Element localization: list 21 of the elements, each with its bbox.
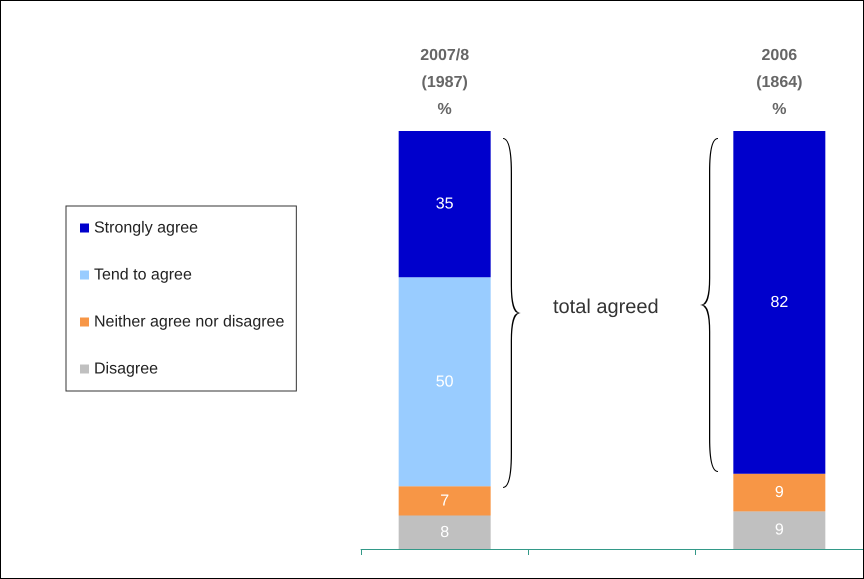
legend-label: Strongly agree bbox=[94, 220, 198, 236]
bar bbox=[733, 511, 826, 549]
data-label: 82 bbox=[770, 294, 788, 311]
x-tick-label: 2006 (1864) % bbox=[756, 47, 802, 118]
bar bbox=[398, 277, 491, 486]
data-label: 7 bbox=[440, 492, 450, 510]
bar bbox=[398, 516, 491, 549]
bar bbox=[733, 131, 826, 474]
bar bbox=[398, 131, 491, 278]
bar bbox=[733, 474, 826, 512]
legend-label: Neither agree nor disagree bbox=[94, 314, 284, 330]
bar bbox=[398, 486, 491, 516]
annotation: total agreed bbox=[553, 296, 659, 318]
legend-label: Disagree bbox=[94, 360, 158, 378]
x-tick-label: 2007/8 (1987) % bbox=[420, 47, 470, 118]
data-label: 9 bbox=[774, 522, 784, 539]
data-label: 35 bbox=[436, 196, 454, 213]
legend-label: Tend to agree bbox=[94, 266, 192, 284]
data-label: 50 bbox=[436, 373, 454, 390]
data-label: 9 bbox=[774, 484, 784, 502]
data-label: 8 bbox=[440, 524, 450, 541]
